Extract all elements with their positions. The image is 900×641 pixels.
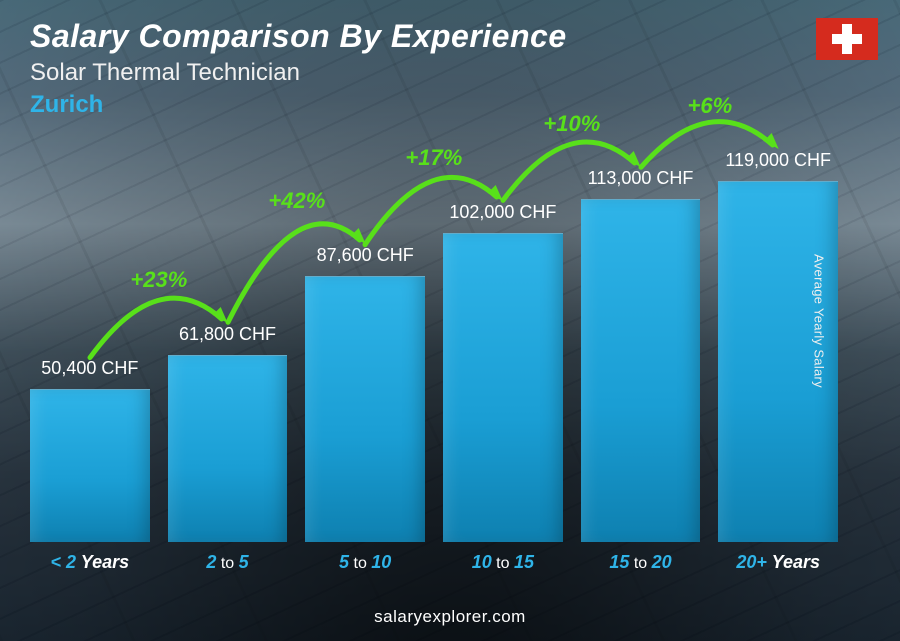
chart-title: Salary Comparison By Experience: [30, 18, 800, 55]
bar-value-label: 119,000 CHF: [725, 150, 831, 171]
bar-chart: 50,400 CHF < 2 Years 61,800 CHF 2 to 5 87,60…: [30, 140, 838, 573]
swiss-flag-icon: [816, 18, 878, 60]
bar-slot: 50,400 CHF < 2 Years: [30, 140, 150, 573]
bar-category-label: 2 to 5: [206, 552, 248, 573]
bar-value-label: 61,800 CHF: [179, 324, 276, 345]
bar-slot: 102,000 CHF 10 to 15: [443, 140, 563, 573]
bar-category-label: 15 to 20: [609, 552, 671, 573]
footer-attribution: salaryexplorer.com: [0, 607, 900, 627]
bar-category-label: < 2 Years: [51, 552, 130, 573]
bar-value-label: 113,000 CHF: [588, 168, 694, 189]
bar: [305, 276, 425, 542]
bar-slot: 113,000 CHF 15 to 20: [581, 140, 701, 573]
bar: [30, 389, 150, 542]
chart-location: Zurich: [30, 91, 800, 119]
bar-slot: 61,800 CHF 2 to 5: [168, 140, 288, 573]
bar-category-label: 5 to 10: [339, 552, 391, 573]
bar-category-label: 10 to 15: [472, 552, 534, 573]
bar-value-label: 102,000 CHF: [449, 202, 556, 223]
bar-category-label: 20+ Years: [736, 552, 820, 573]
bar-slot: 87,600 CHF 5 to 10: [305, 140, 425, 573]
bar: [168, 355, 288, 542]
y-axis-label: Average Yearly Salary: [812, 254, 827, 388]
bar-value-label: 50,400 CHF: [41, 358, 138, 379]
bar: [581, 199, 701, 542]
bar: [443, 233, 563, 542]
bar-value-label: 87,600 CHF: [317, 245, 414, 266]
header: Salary Comparison By Experience Solar Th…: [30, 18, 800, 119]
chart-subtitle: Solar Thermal Technician: [30, 59, 800, 87]
